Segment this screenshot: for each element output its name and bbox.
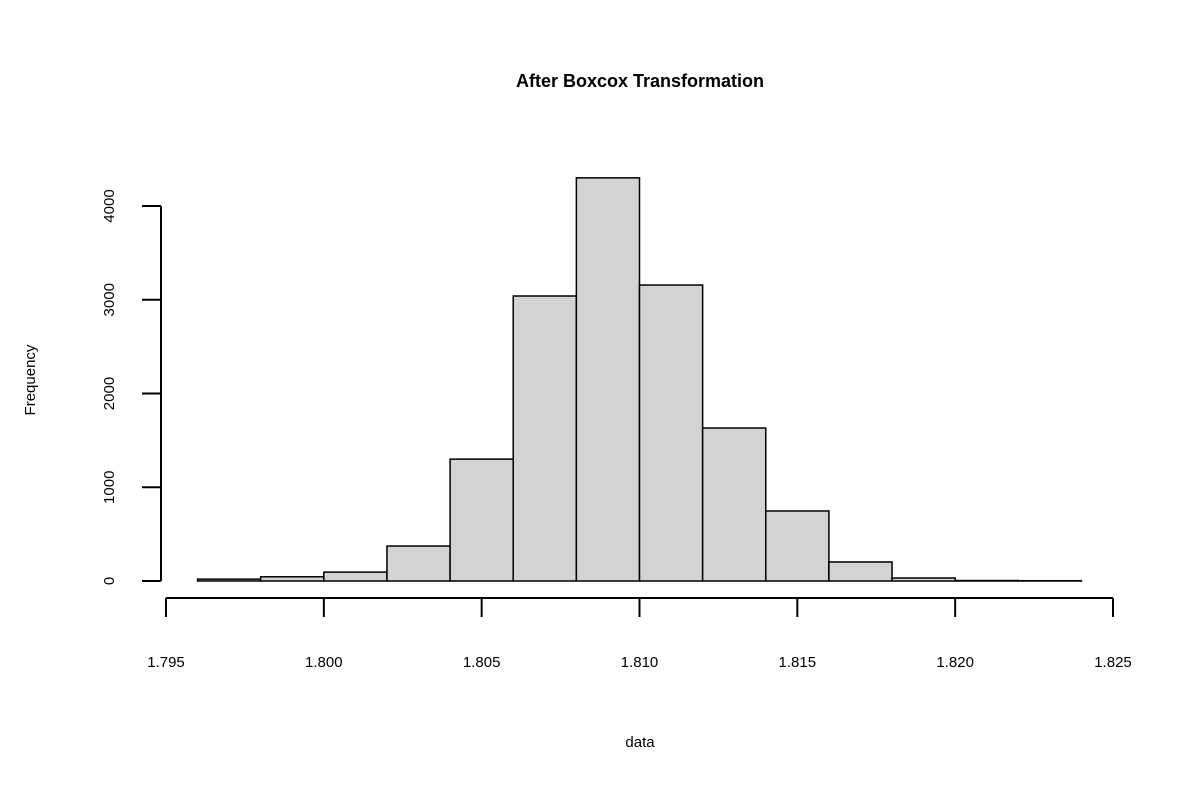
y-tick-label: 2000 — [101, 377, 118, 410]
bar — [449, 458, 514, 582]
bar — [828, 561, 893, 582]
chart-title: After Boxcox Transformation — [516, 71, 764, 91]
y-tick-label: 3000 — [101, 283, 118, 316]
bar — [575, 177, 641, 582]
x-tick-label: 1.800 — [305, 654, 343, 671]
x-tick-label: 1.820 — [936, 654, 974, 671]
bar — [323, 571, 388, 582]
bar — [386, 545, 451, 582]
bar — [259, 576, 325, 582]
bar — [891, 577, 956, 582]
bar — [638, 284, 704, 582]
bar — [512, 295, 578, 582]
x-tick-label: 1.825 — [1094, 654, 1132, 671]
x-tick-label: 1.805 — [463, 654, 501, 671]
y-axis-label: Frequency — [22, 344, 39, 415]
x-tick-label: 1.810 — [621, 654, 659, 671]
x-tick-label: 1.815 — [779, 654, 817, 671]
bar — [196, 578, 262, 582]
bar — [765, 510, 830, 582]
bar — [701, 427, 767, 582]
x-tick-label: 1.795 — [147, 654, 185, 671]
y-tick-label: 4000 — [101, 189, 118, 222]
x-axis-label: data — [625, 734, 655, 751]
y-tick-label: 1000 — [101, 471, 118, 504]
y-tick-label: 0 — [101, 577, 118, 585]
